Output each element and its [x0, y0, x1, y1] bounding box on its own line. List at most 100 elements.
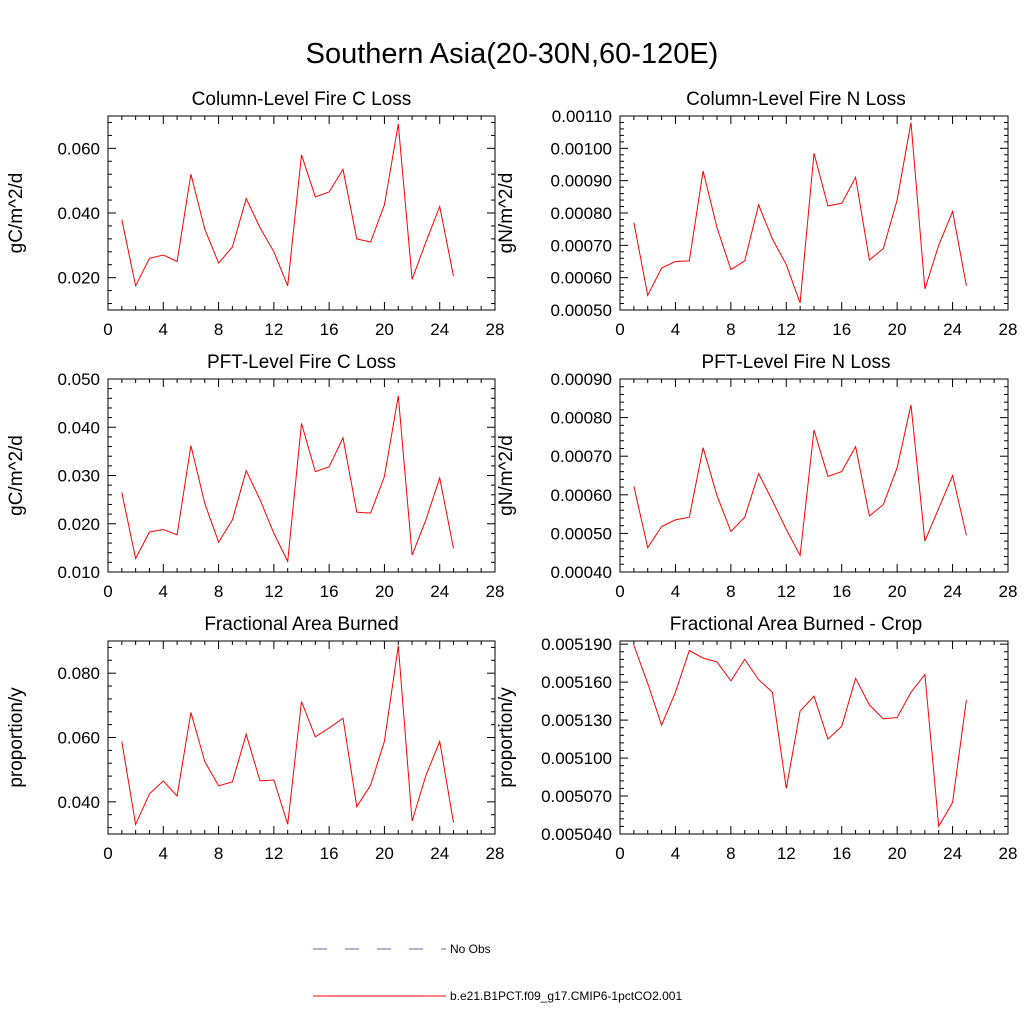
- plot-frame: [107, 378, 496, 573]
- x-tick-label: 16: [320, 320, 339, 339]
- x-tick-label: 0: [103, 320, 112, 339]
- x-tick-label: 20: [375, 320, 394, 339]
- y-tick-label: 0.00110: [552, 107, 612, 126]
- chart-panel-3: 0 4 8 12 16 20 24 28 0.010 0.020 0.030 0.040 0.050 PF…: [6, 352, 504, 601]
- y-tick-label: 0.00080: [551, 204, 612, 223]
- x-tick-label: 24: [430, 844, 449, 863]
- y-axis-label: gN/m^2/d: [496, 173, 517, 254]
- y-tick-label: 0.030: [57, 467, 100, 486]
- x-tick-label: 16: [832, 320, 851, 339]
- x-tick-label: 28: [999, 844, 1018, 863]
- legend-label: No Obs: [450, 942, 491, 956]
- x-tick-label: 20: [375, 844, 394, 863]
- x-tick-label: 24: [943, 582, 962, 601]
- y-tick-label: 0.005100: [541, 749, 612, 768]
- x-tick-label: 28: [486, 582, 505, 601]
- chart-panel-1: 0 4 8 12 16 20 24 28 0.020 0.040 0.060 Column-Level…: [6, 89, 504, 339]
- x-tick-label: 4: [159, 320, 168, 339]
- y-tick-label: 0.040: [57, 204, 100, 223]
- plot-frame: [619, 378, 1009, 573]
- chart-panel-2: 0 4 8 12 16 20 24 28 0.00050 0.00060 0.00070 0.0008…: [496, 89, 1017, 339]
- y-axis-label: gC/m^2/d: [6, 435, 27, 516]
- series-line: [633, 645, 967, 829]
- x-tick-label: 8: [726, 844, 735, 863]
- x-tick-label: 20: [888, 844, 907, 863]
- y-tick-label: 0.005070: [541, 787, 612, 806]
- x-tick-label: 8: [726, 320, 735, 339]
- y-tick-label: 0.00060: [551, 269, 612, 288]
- x-tick-label: 0: [615, 844, 624, 863]
- y-tick-label: 0.005040: [541, 825, 612, 844]
- y-tick-label: 0.00080: [551, 409, 612, 428]
- x-tick-label: 4: [159, 844, 168, 863]
- legend: No Obs b.e21.B1PCT.f09_g17.CMIP6-1pctCO2.…: [313, 942, 682, 1003]
- x-tick-label: 28: [486, 320, 505, 339]
- plot-frame: [107, 640, 496, 835]
- panel-title: Fractional Area Burned: [204, 614, 398, 635]
- y-tick-label: 0.020: [57, 515, 100, 534]
- y-tick-label: 0.00090: [551, 370, 612, 389]
- series-line: [121, 395, 454, 564]
- y-tick-label: 0.00100: [551, 139, 612, 158]
- panel-title: PFT-Level Fire C Loss: [207, 352, 396, 373]
- y-axis-label: proportion/y: [496, 687, 517, 788]
- x-tick-label: 28: [999, 320, 1018, 339]
- chart-panel-4: 0 4 8 12 16 20 24 28 0.00040 0.00050 0.00060 0.0007…: [496, 352, 1017, 601]
- x-tick-label: 28: [999, 582, 1018, 601]
- x-tick-label: 20: [375, 582, 394, 601]
- x-tick-label: 24: [943, 844, 962, 863]
- y-tick-label: 0.050: [57, 370, 100, 389]
- y-tick-label: 0.005190: [541, 635, 612, 654]
- y-tick-label: 0.00050: [551, 301, 612, 320]
- y-tick-label: 0.040: [57, 418, 100, 437]
- chart-panel-5: 0 4 8 12 16 20 24 28 0.040 0.060 0.080 Fractional A…: [6, 614, 504, 863]
- x-tick-label: 12: [777, 320, 796, 339]
- x-tick-label: 12: [264, 320, 283, 339]
- series-line: [121, 645, 454, 827]
- x-tick-label: 16: [320, 582, 339, 601]
- y-tick-label: 0.040: [57, 793, 100, 812]
- plot-frame: [619, 640, 1009, 835]
- x-tick-label: 4: [671, 582, 680, 601]
- y-tick-label: 0.00070: [551, 447, 612, 466]
- x-tick-label: 8: [726, 582, 735, 601]
- series-line: [633, 122, 967, 304]
- x-tick-label: 12: [777, 582, 796, 601]
- y-tick-label: 0.00070: [551, 236, 612, 255]
- y-tick-label: 0.060: [57, 729, 100, 748]
- y-tick-label: 0.010: [57, 563, 100, 582]
- y-tick-label: 0.020: [57, 269, 100, 288]
- series-line: [633, 404, 967, 558]
- x-tick-label: 4: [671, 844, 680, 863]
- y-tick-label: 0.005130: [541, 711, 612, 730]
- y-tick-label: 0.00040: [551, 563, 612, 582]
- x-tick-label: 12: [264, 582, 283, 601]
- x-tick-label: 4: [671, 320, 680, 339]
- y-axis-label: gN/m^2/d: [496, 435, 517, 516]
- panel-title: PFT-Level Fire N Loss: [702, 352, 891, 373]
- legend-label: b.e21.B1PCT.f09_g17.CMIP6-1pctCO2.001: [450, 989, 682, 1003]
- y-tick-label: 0.00060: [551, 486, 612, 505]
- x-tick-label: 20: [888, 320, 907, 339]
- y-axis-label: proportion/y: [6, 687, 27, 788]
- x-tick-label: 4: [159, 582, 168, 601]
- x-tick-label: 8: [214, 320, 223, 339]
- y-tick-label: 0.00050: [551, 524, 612, 543]
- panel-title: Column-Level Fire C Loss: [192, 89, 412, 110]
- figure-title: Southern Asia(20-30N,60-120E): [305, 38, 719, 70]
- x-tick-label: 16: [832, 844, 851, 863]
- x-tick-label: 0: [615, 582, 624, 601]
- x-tick-label: 20: [888, 582, 907, 601]
- x-tick-label: 12: [777, 844, 796, 863]
- x-tick-label: 16: [320, 844, 339, 863]
- x-tick-label: 28: [486, 844, 505, 863]
- x-tick-label: 0: [103, 844, 112, 863]
- x-tick-label: 24: [430, 320, 449, 339]
- x-tick-label: 24: [943, 320, 962, 339]
- x-tick-label: 8: [214, 844, 223, 863]
- y-tick-label: 0.00090: [551, 172, 612, 191]
- y-axis-label: gC/m^2/d: [6, 173, 27, 254]
- y-tick-label: 0.005160: [541, 673, 612, 692]
